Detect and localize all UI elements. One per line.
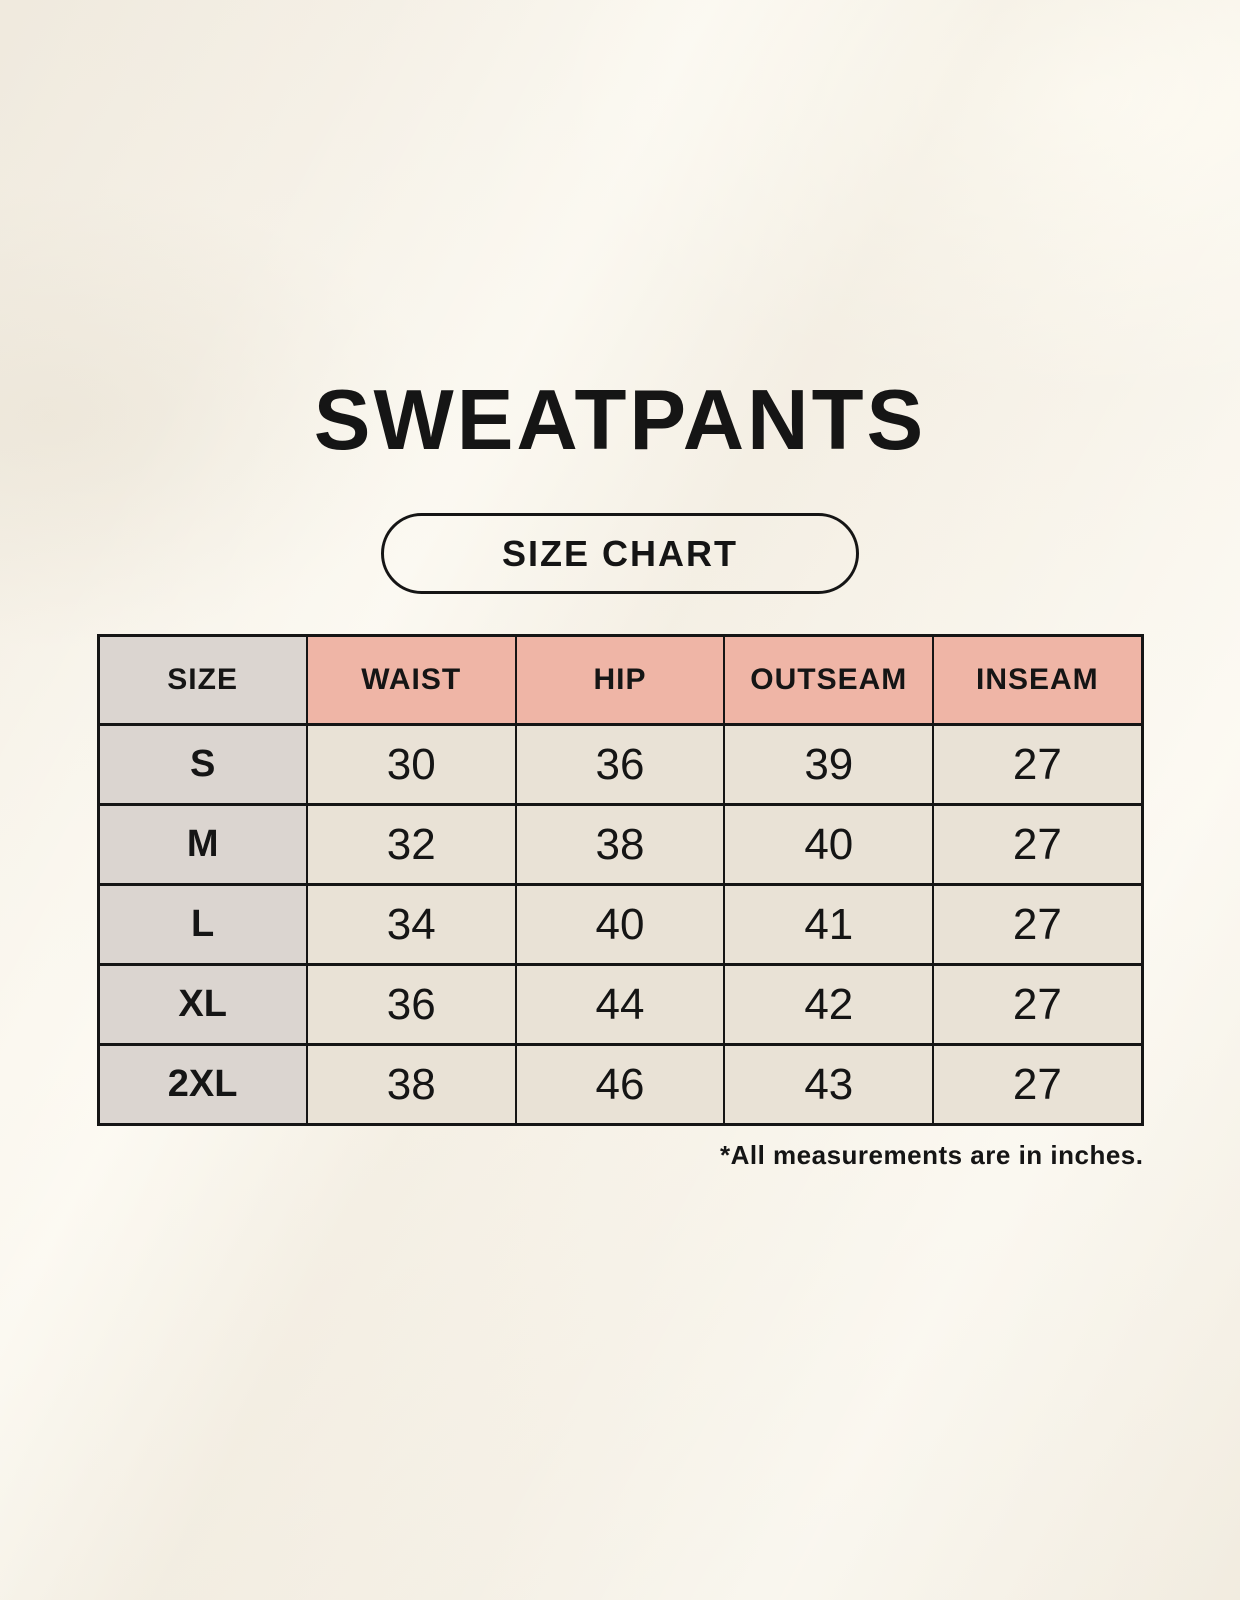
size-table-container: SIZE WAIST HIP OUTSEAM INSEAM S 30 36 39 27 M… — [96, 634, 1144, 1126]
measurement-cell-waist: 34 — [305, 883, 517, 966]
size-label-cell: 2XL — [97, 1043, 308, 1126]
size-table: SIZE WAIST HIP OUTSEAM INSEAM S 30 36 39 27 M… — [96, 634, 1144, 1126]
measurement-cell-hip: 46 — [514, 1043, 726, 1126]
size-row-l: L 34 40 41 27 — [97, 883, 1143, 966]
size-label-cell: XL — [97, 963, 308, 1046]
size-table-body: S 30 36 39 27 M 32 38 40 27 L 34 40 41 27 XL 36 44 42 27 2XL… — [97, 723, 1143, 1126]
measurement-cell-outseam: 39 — [723, 723, 935, 806]
size-chart-badge: SIZE CHART — [381, 513, 859, 594]
measurement-cell-hip: 40 — [514, 883, 726, 966]
measurement-cell-outseam: 41 — [723, 883, 935, 966]
measurement-cell-inseam: 27 — [932, 1043, 1143, 1126]
measurement-cell-inseam: 27 — [932, 803, 1143, 886]
measurement-cell-waist: 32 — [305, 803, 517, 886]
page-title: SWEATPANTS — [313, 373, 927, 468]
measurement-cell-hip: 36 — [514, 723, 726, 806]
header-cell-inseam: INSEAM — [932, 634, 1143, 726]
size-label-cell: L — [97, 883, 308, 966]
header-cell-size: SIZE — [97, 634, 308, 726]
measurements-footnote: *All measurements are in inches. — [719, 1140, 1144, 1170]
measurement-cell-hip: 44 — [514, 963, 726, 1046]
size-row-m: M 32 38 40 27 — [97, 803, 1143, 886]
size-label-cell: M — [97, 803, 308, 886]
measurement-cell-outseam: 42 — [723, 963, 935, 1046]
measurement-cell-waist: 30 — [305, 723, 517, 806]
size-row-2xl: 2XL 38 46 43 27 — [97, 1043, 1143, 1126]
size-row-s: S 30 36 39 27 — [97, 723, 1143, 806]
measurement-cell-waist: 36 — [305, 963, 517, 1046]
header-cell-hip: HIP — [514, 634, 726, 726]
size-row-xl: XL 36 44 42 27 — [97, 963, 1143, 1046]
measurement-cell-outseam: 43 — [723, 1043, 935, 1126]
measurement-cell-hip: 38 — [514, 803, 726, 886]
measurement-cell-inseam: 27 — [932, 883, 1143, 966]
header-row: SIZE WAIST HIP OUTSEAM INSEAM — [97, 634, 1143, 726]
size-table-header: SIZE WAIST HIP OUTSEAM INSEAM — [97, 634, 1143, 726]
header-cell-outseam: OUTSEAM — [723, 634, 935, 726]
measurement-cell-inseam: 27 — [932, 723, 1143, 806]
header-cell-waist: WAIST — [305, 634, 517, 726]
measurement-cell-waist: 38 — [305, 1043, 517, 1126]
size-label-cell: S — [97, 723, 308, 806]
measurement-cell-outseam: 40 — [723, 803, 935, 886]
size-chart-content: SWEATPANTS SIZE CHART SIZE WAIST HIP OUT… — [96, 373, 1144, 1170]
measurement-cell-inseam: 27 — [932, 963, 1143, 1046]
size-chart-badge-label: SIZE CHART — [502, 532, 738, 574]
